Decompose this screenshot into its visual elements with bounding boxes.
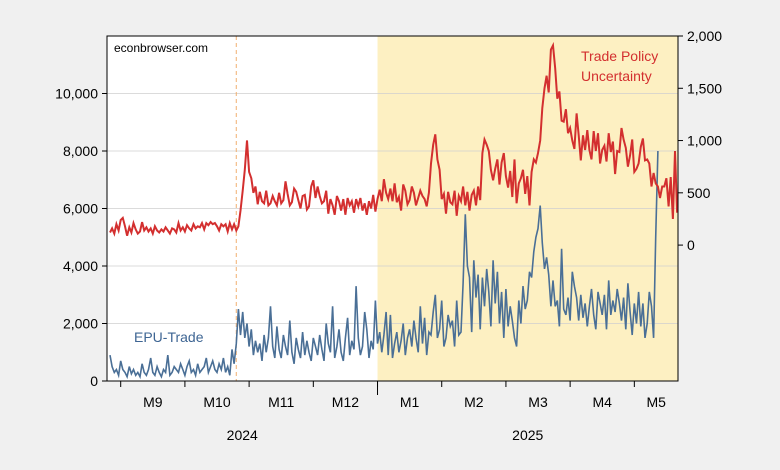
right-tick-label: 500 [687,185,711,201]
right-tick-label: 0 [687,237,695,253]
x-month-label: M5 [646,394,666,410]
x-month-label: M4 [593,394,613,410]
x-year-label: 2024 [227,427,258,443]
x-month-label: M9 [143,394,163,410]
left-axis: 0 2,000 4,000 6,000 8,000 10,000 [55,86,107,389]
x-year-label: 2025 [512,427,543,443]
left-tick-label: 8,000 [63,143,98,159]
x-month-label: M11 [268,394,294,410]
x-month-label: M3 [528,394,548,410]
right-axis: 0 500 1,000 1,500 2,000 [678,28,722,253]
series-label-line-2: Uncertainty [581,68,652,84]
gridlines [107,93,678,324]
series-label-trade-policy-uncertainty: Trade Policy Uncertainty [581,48,662,84]
series-label-line-1: Trade Policy [581,48,658,64]
left-tick-label: 2,000 [63,316,98,332]
trade-policy-uncertainty-line [109,41,679,237]
x-month-label: M1 [400,394,420,410]
right-tick-label: 1,000 [687,133,722,149]
x-axis: M9 M10 M11 M12 M1 M2 M3 M4 M5 2024 2025 [120,381,666,443]
right-tick-label: 1,500 [687,80,722,96]
left-tick-label: 0 [90,373,98,389]
left-tick-label: 6,000 [63,201,98,217]
source-label: econbrowser.com [114,41,208,55]
left-tick-label: 4,000 [63,258,98,274]
x-month-label: M12 [332,394,359,410]
epu-trade-line [109,150,659,380]
left-tick-label: 10,000 [55,86,98,102]
x-month-label: M10 [203,394,230,410]
series-label-epu-trade: EPU-Trade [134,329,204,345]
right-tick-label: 2,000 [687,28,722,44]
x-month-label: M2 [464,394,484,410]
